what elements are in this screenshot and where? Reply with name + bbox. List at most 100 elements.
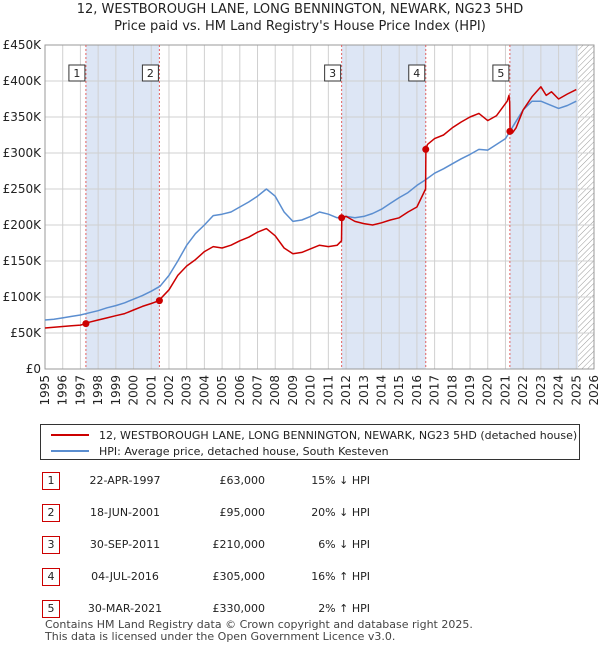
chart-subtitle: Price paid vs. HM Land Registry's House … [114, 19, 486, 34]
ownership-shade [509, 45, 579, 369]
transaction-date: 18-JUN-2001 [89, 506, 161, 519]
x-tick-label: 2010 [304, 375, 318, 406]
legend-swatch-property [51, 434, 89, 436]
y-tick-label: £200K [3, 218, 43, 232]
x-tick-label: 2025 [569, 375, 583, 406]
x-tick-label: 2009 [286, 375, 300, 406]
transaction-date: 30-SEP-2011 [89, 538, 161, 551]
x-tick-label: 2011 [321, 375, 335, 406]
x-tick-label: 2023 [534, 375, 548, 406]
legend-item-hpi: HPI: Average price, detached house, Sout… [51, 444, 389, 458]
chart-title: 12, WESTBOROUGH LANE, LONG BENNINGTON, N… [76, 2, 524, 17]
x-tick-label: 2002 [162, 375, 176, 406]
hpi-series-line [44, 100, 577, 321]
footer-copyright: Contains HM Land Registry data © Crown c… [45, 618, 473, 631]
transaction-price: £305,000 [212, 570, 266, 583]
x-tick-label: 2006 [233, 375, 247, 406]
transaction-point [82, 320, 90, 328]
transaction-date: 22-APR-1997 [89, 474, 161, 487]
x-tick-label: 2013 [357, 375, 371, 406]
y-tick-label: £50K [10, 326, 42, 340]
transaction-label: 5 [497, 67, 504, 80]
transaction-label-box [141, 64, 159, 82]
x-tick-label: 1996 [56, 375, 70, 406]
x-tick-label: 2026 [587, 375, 600, 406]
transaction-hpi: 6% ↓ HPI [318, 538, 370, 551]
x-tick-label: 2005 [215, 375, 229, 406]
transaction-label: 4 [413, 67, 420, 80]
transaction-hpi: 16% ↑ HPI [311, 570, 370, 583]
x-tick-label: 2016 [410, 375, 424, 406]
x-tick-label: 1995 [38, 375, 52, 406]
y-tick-label: £400K [3, 74, 43, 88]
price-chart: £0 £50K £100K £150K £200K £250K £300K £350K £400… [3, 38, 600, 406]
x-tick-label: 2000 [127, 375, 141, 406]
x-tick-label: 2012 [339, 375, 353, 406]
transaction-number: 1 [42, 472, 60, 490]
transaction-date: 30-MAR-2021 [87, 602, 163, 615]
x-tick-label: 2001 [144, 375, 158, 406]
x-tick-label: 2024 [552, 375, 566, 406]
transaction-label-box [68, 64, 86, 82]
transaction-hpi: 2% ↑ HPI [318, 602, 370, 615]
x-tick-label: 1999 [109, 375, 123, 406]
x-tick-label: 2022 [516, 375, 530, 406]
table-row: 2 18-JUN-2001 £95,000 20% ↓ HPI [0, 504, 600, 522]
x-tick-label: 2019 [463, 375, 477, 406]
transaction-point [506, 127, 514, 135]
legend: 12, WESTBOROUGH LANE, LONG BENNINGTON, N… [40, 424, 580, 460]
x-tick-label: 2017 [428, 375, 442, 406]
transaction-hpi: 20% ↓ HPI [311, 506, 370, 519]
transaction-hpi: 15% ↓ HPI [311, 474, 370, 487]
plot-frame [44, 44, 595, 370]
footer-licence: This data is licensed under the Open Gov… [45, 630, 396, 643]
transaction-number: 2 [42, 504, 60, 522]
transaction-number: 3 [42, 536, 60, 554]
x-tick-label: 1998 [91, 375, 105, 406]
x-tick-label: 2007 [251, 375, 265, 406]
footer: Contains HM Land Registry data © Crown c… [45, 619, 473, 643]
legend-label-hpi: HPI: Average price, detached house, Sout… [99, 444, 389, 458]
transaction-label-box [492, 64, 510, 82]
transaction-price: £95,000 [219, 506, 266, 519]
x-tick-label: 2014 [374, 375, 388, 406]
transaction-label-box [324, 64, 342, 82]
x-tick-label: 2003 [180, 375, 194, 406]
transaction-date: 04-JUL-2016 [91, 570, 159, 583]
transaction-label-box [408, 64, 426, 82]
x-tick-label: 2018 [445, 375, 459, 406]
transaction-label: 2 [147, 67, 154, 80]
transaction-label: 3 [329, 67, 336, 80]
table-row: 1 22-APR-1997 £63,000 15% ↓ HPI [0, 472, 600, 490]
y-tick-label: £350K [3, 110, 43, 124]
y-tick-label: £150K [3, 254, 43, 268]
transaction-number: 5 [42, 600, 60, 618]
y-tick-label: £300K [3, 146, 43, 160]
transaction-point [155, 297, 163, 305]
legend-swatch-hpi [51, 450, 89, 452]
x-tick-label: 2008 [268, 375, 282, 406]
x-tick-label: 2004 [197, 375, 211, 406]
x-tick-label: 1997 [73, 375, 87, 406]
property-series-line [44, 86, 577, 329]
legend-item-property: 12, WESTBOROUGH LANE, LONG BENNINGTON, N… [51, 428, 577, 442]
x-tick-label: 2015 [392, 375, 406, 406]
transaction-price: £63,000 [219, 474, 266, 487]
transaction-number: 4 [42, 568, 60, 586]
transaction-label: 1 [73, 67, 80, 80]
table-row: 5 30-MAR-2021 £330,000 2% ↑ HPI [0, 600, 600, 618]
y-tick-label: £0 [26, 362, 41, 376]
table-row: 4 04-JUL-2016 £305,000 16% ↑ HPI [0, 568, 600, 586]
table-row: 3 30-SEP-2011 £210,000 6% ↓ HPI [0, 536, 600, 554]
transaction-point [422, 145, 430, 153]
transaction-point [338, 214, 346, 222]
legend-label-property: 12, WESTBOROUGH LANE, LONG BENNINGTON, N… [99, 428, 578, 442]
x-tick-label: 2021 [498, 375, 512, 406]
transaction-price: £330,000 [212, 602, 266, 615]
x-tick-label: 2020 [481, 375, 495, 406]
y-tick-label: £100K [3, 290, 43, 304]
y-tick-label: £450K [3, 38, 43, 52]
transaction-price: £210,000 [212, 538, 266, 551]
forecast-hatch [578, 45, 594, 369]
y-tick-label: £250K [3, 182, 43, 196]
